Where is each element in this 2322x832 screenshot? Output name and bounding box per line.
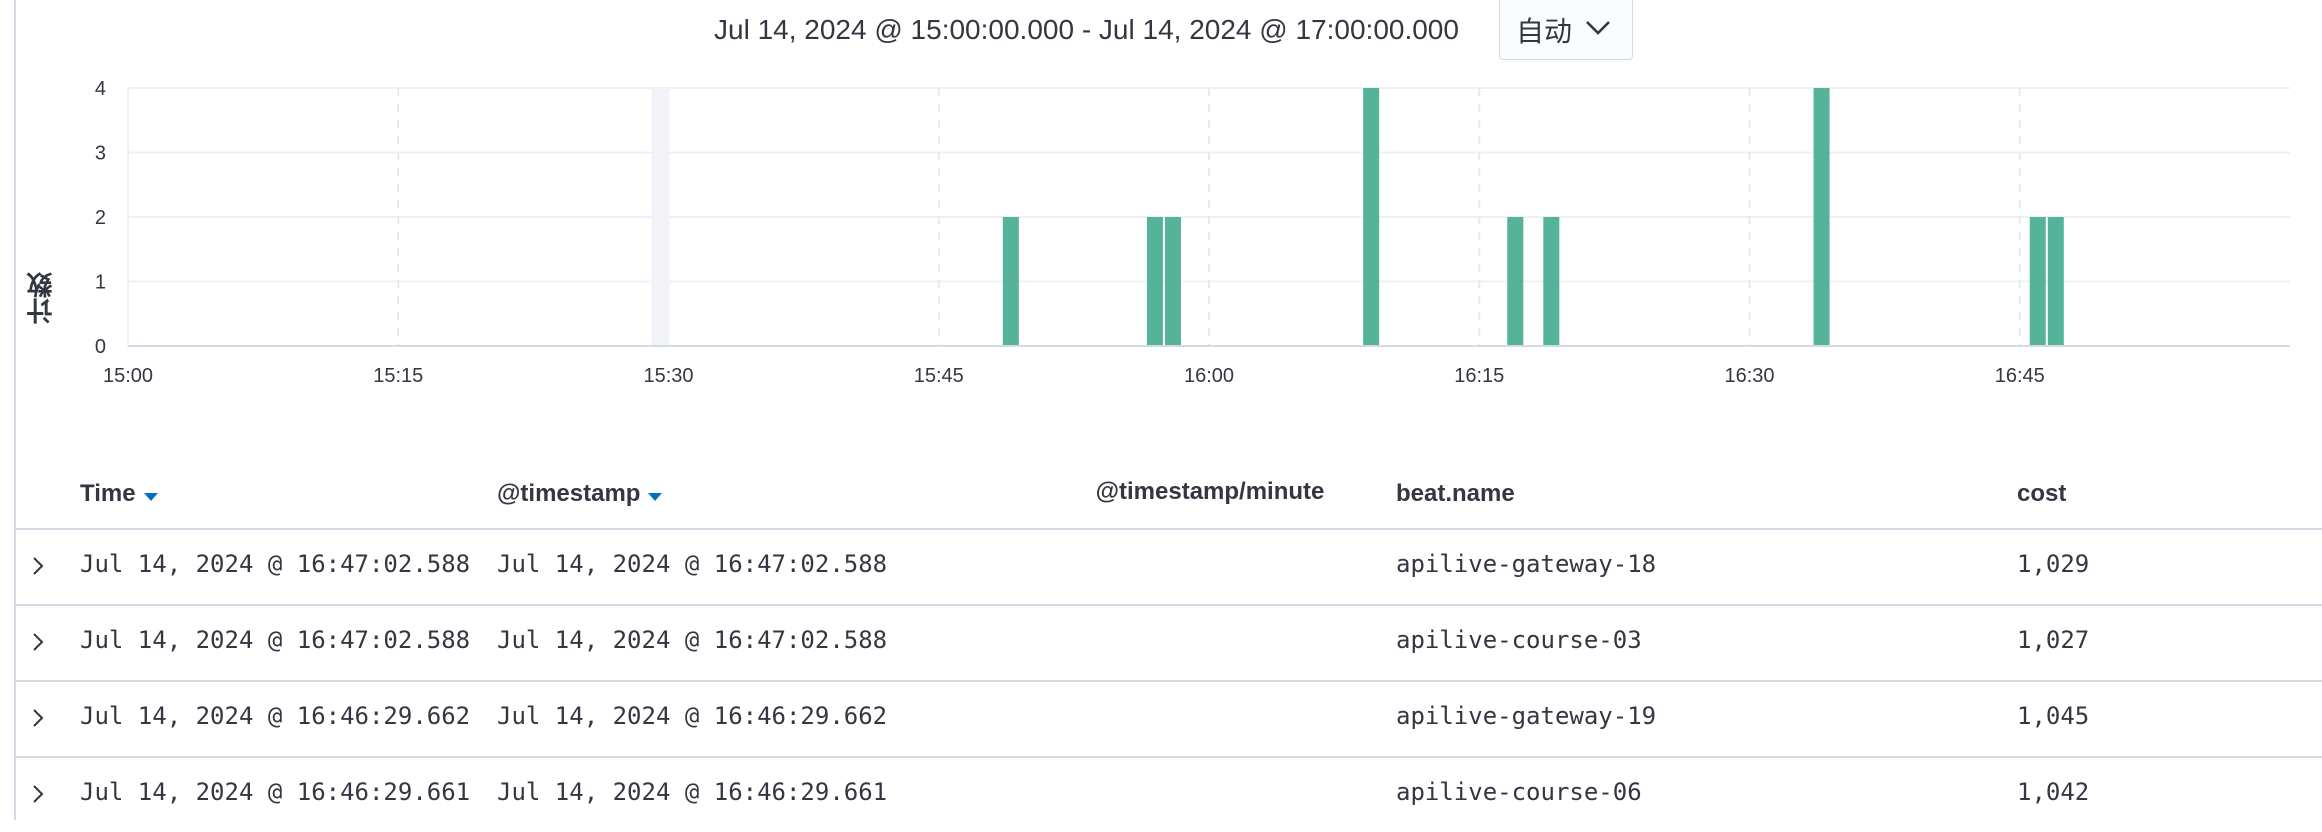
time-range-label: Jul 14, 2024 @ 15:00:00.000 - Jul 14, 20…: [714, 14, 1459, 45]
cell-cost: 1,029: [2017, 550, 2090, 578]
cell-cost: 1,045: [2017, 702, 2090, 730]
histogram-bar[interactable]: [1813, 88, 1830, 346]
cell-timestamp: Jul 14, 2024 @ 16:46:29.662: [497, 702, 888, 730]
x-tick-label: 15:30: [643, 365, 693, 387]
chevron-right-icon[interactable]: [30, 630, 46, 654]
column-header-label: Time: [80, 480, 136, 507]
y-tick-label: 0: [95, 336, 106, 358]
x-axis-label: @timestamp/minute: [1095, 478, 1325, 505]
y-tick-label: 4: [95, 78, 106, 100]
sort-down-icon[interactable]: [143, 493, 158, 501]
table-row: Jul 14, 2024 @ 16:47:02.588 Jul 14, 2024…: [16, 606, 2322, 682]
histogram-svg[interactable]: 0 1 2 3 4 15:00 15:15 15:30 15:45 16:00 16:15 16:30…: [0, 60, 2322, 460]
x-tick-label: 15:00: [103, 365, 153, 387]
column-header-label: cost: [2017, 480, 2067, 507]
x-tick-label: 16:00: [1184, 365, 1234, 387]
table-row: Jul 14, 2024 @ 16:46:29.662 Jul 14, 2024…: [16, 682, 2322, 758]
x-tick-label: 16:15: [1454, 365, 1504, 387]
histogram-bar[interactable]: [1002, 217, 1019, 346]
chevron-right-icon[interactable]: [30, 782, 46, 806]
cell-time: Jul 14, 2024 @ 16:46:29.661: [80, 778, 471, 806]
column-header-time[interactable]: Time: [80, 480, 158, 508]
histogram-bar[interactable]: [1507, 217, 1524, 346]
y-tick-label: 2: [95, 207, 106, 229]
column-header-cost[interactable]: cost: [2017, 480, 2066, 508]
interval-select-value: 自动: [1516, 15, 1573, 47]
cell-beat-name: apilive-gateway-18: [1396, 550, 1657, 578]
histogram-bar[interactable]: [1543, 217, 1560, 346]
column-header-beat-name[interactable]: beat.name: [1396, 480, 1515, 508]
table-row: Jul 14, 2024 @ 16:47:02.588 Jul 14, 2024…: [16, 530, 2322, 606]
documents-table: Time @timestamp beat.name cost Jul 14, 2…: [16, 462, 2322, 832]
cell-timestamp: Jul 14, 2024 @ 16:46:29.661: [497, 778, 888, 806]
column-header-label: @timestamp: [497, 480, 641, 507]
histogram-chart[interactable]: 0 1 2 3 4 15:00 15:15 15:30 15:45 16:00 16:15 16:30…: [0, 60, 2322, 505]
cell-time: Jul 14, 2024 @ 16:46:29.662: [80, 702, 471, 730]
x-tick-label: 15:45: [914, 365, 964, 387]
panel-left-border: [14, 0, 16, 820]
chevron-right-icon[interactable]: [30, 706, 46, 730]
cell-beat-name: apilive-course-06: [1396, 778, 1642, 806]
histogram-bar[interactable]: [2029, 217, 2046, 346]
y-tick-label: 3: [95, 143, 106, 165]
column-header-label: beat.name: [1396, 480, 1515, 507]
interval-select[interactable]: 自动: [1499, 0, 1633, 60]
chevron-right-icon[interactable]: [30, 554, 46, 578]
cell-beat-name: apilive-gateway-19: [1396, 702, 1657, 730]
cell-cost: 1,042: [2017, 778, 2090, 806]
y-axis-label: 计数: [26, 272, 56, 324]
cell-beat-name: apilive-course-03: [1396, 626, 1642, 654]
cell-cost: 1,027: [2017, 626, 2090, 654]
cell-timestamp: Jul 14, 2024 @ 16:47:02.588: [497, 626, 888, 654]
histogram-bar[interactable]: [2047, 217, 2064, 346]
cell-time: Jul 14, 2024 @ 16:47:02.588: [80, 550, 471, 578]
column-header-timestamp[interactable]: @timestamp: [497, 480, 663, 508]
y-tick-label: 1: [95, 272, 106, 294]
x-tick-label: 15:15: [373, 365, 423, 387]
x-tick-label: 16:45: [1995, 365, 2045, 387]
table-row: Jul 14, 2024 @ 16:46:29.661 Jul 14, 2024…: [16, 758, 2322, 832]
histogram-bar[interactable]: [1164, 217, 1181, 346]
x-tick-label: 16:30: [1724, 365, 1774, 387]
table-header: Time @timestamp beat.name cost: [16, 462, 2322, 530]
chevron-down-icon: [1586, 21, 1610, 35]
sort-down-icon[interactable]: [648, 493, 663, 501]
histogram-bar[interactable]: [1146, 217, 1163, 346]
histogram-bar[interactable]: [1363, 88, 1380, 346]
highlight-band: [651, 88, 670, 346]
cell-time: Jul 14, 2024 @ 16:47:02.588: [80, 626, 471, 654]
cell-timestamp: Jul 14, 2024 @ 16:47:02.588: [497, 550, 888, 578]
